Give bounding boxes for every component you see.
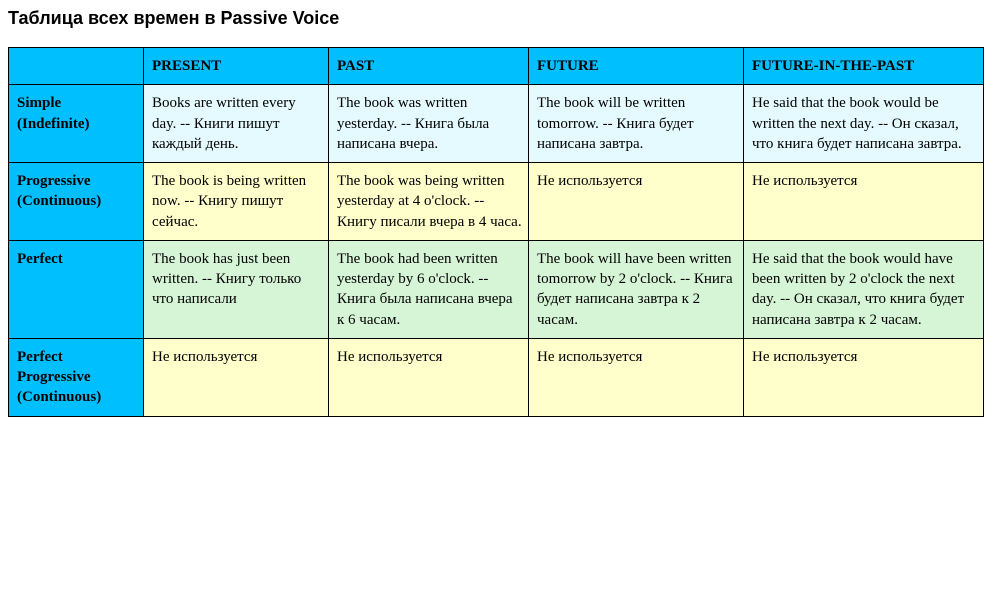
table-row: Perfect Progressive (Continuous) Не испо… (9, 338, 984, 416)
header-future: FUTURE (529, 48, 744, 85)
page-title: Таблица всех времен в Passive Voice (8, 8, 993, 29)
header-past: PAST (329, 48, 529, 85)
cell-perfect-progressive-present: Не используется (144, 338, 329, 416)
row-header-perfect-progressive: Perfect Progressive (Continuous) (9, 338, 144, 416)
cell-progressive-future: Не используется (529, 163, 744, 241)
header-future-in-the-past: FUTURE-IN-THE-PAST (744, 48, 984, 85)
cell-progressive-future-in-the-past: Не используется (744, 163, 984, 241)
cell-progressive-present: The book is being written now. -- Книгу … (144, 163, 329, 241)
cell-perfect-future: The book will have been written tomorrow… (529, 240, 744, 338)
cell-simple-past: The book was written yesterday. -- Книга… (329, 85, 529, 163)
row-header-simple: Simple (Indefinite) (9, 85, 144, 163)
cell-simple-future-in-the-past: He said that the book would be written t… (744, 85, 984, 163)
cell-perfect-progressive-past: Не используется (329, 338, 529, 416)
table-header-row: PRESENT PAST FUTURE FUTURE-IN-THE-PAST (9, 48, 984, 85)
row-header-progressive: Progressive (Continuous) (9, 163, 144, 241)
cell-perfect-present: The book has just been written. -- Книгу… (144, 240, 329, 338)
row-header-perfect: Perfect (9, 240, 144, 338)
cell-simple-future: The book will be written tomorrow. -- Кн… (529, 85, 744, 163)
table-row: Progressive (Continuous) The book is bei… (9, 163, 984, 241)
passive-voice-table: PRESENT PAST FUTURE FUTURE-IN-THE-PAST S… (8, 47, 984, 417)
table-row: Perfect The book has just been written. … (9, 240, 984, 338)
cell-perfect-future-in-the-past: He said that the book would have been wr… (744, 240, 984, 338)
cell-progressive-past: The book was being written yesterday at … (329, 163, 529, 241)
table-row: Simple (Indefinite) Books are written ev… (9, 85, 984, 163)
cell-perfect-progressive-future-in-the-past: Не используется (744, 338, 984, 416)
cell-perfect-past: The book had been written yesterday by 6… (329, 240, 529, 338)
header-empty (9, 48, 144, 85)
cell-simple-present: Books are written every day. -- Книги пи… (144, 85, 329, 163)
cell-perfect-progressive-future: Не используется (529, 338, 744, 416)
header-present: PRESENT (144, 48, 329, 85)
